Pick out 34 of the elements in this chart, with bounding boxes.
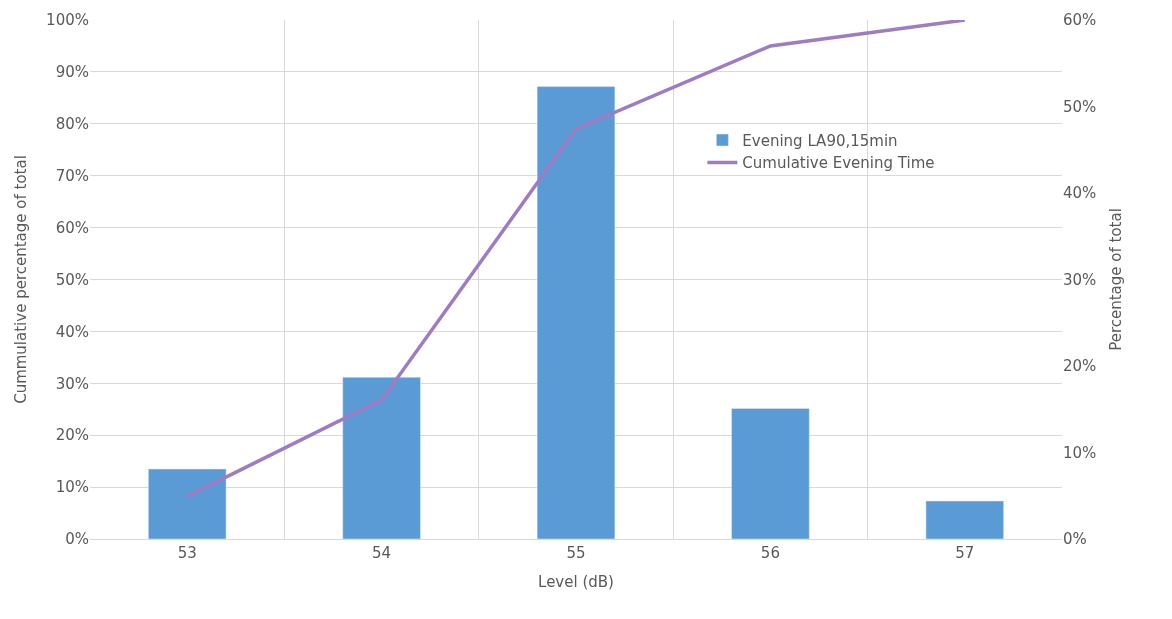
legend-label: Evening LA90,15min <box>742 131 898 150</box>
y-tick-label: 100% <box>46 11 89 30</box>
y-tick-label: 60% <box>55 218 89 237</box>
y-tick-label: 80% <box>55 115 89 134</box>
y-tick-label: 90% <box>55 63 89 82</box>
bar <box>342 377 421 539</box>
y-tick-label: 50% <box>55 270 89 289</box>
bar <box>925 500 1004 539</box>
x-tick-label: 57 <box>955 544 975 562</box>
bar <box>148 468 227 539</box>
x-axis-title: Level (dB) <box>538 573 614 591</box>
y2-tick-label: 60% <box>1063 11 1097 30</box>
y2-axis-title: Percentage of total <box>1107 208 1126 351</box>
y2-tick-label: 10% <box>1063 443 1097 462</box>
y2-tick-label: 40% <box>1063 184 1097 203</box>
y2-tick-label: 30% <box>1063 270 1097 289</box>
y2-tick-label: 0% <box>1063 530 1087 549</box>
y-axis-title: Cummulative percentage of total <box>12 155 31 404</box>
y2-tick-label: 20% <box>1063 357 1097 376</box>
x-tick-label: 55 <box>566 544 586 562</box>
y2-tick-label: 50% <box>1063 97 1097 116</box>
y-tick-label: 40% <box>55 322 89 341</box>
line-series <box>185 20 967 499</box>
y-tick-label: 30% <box>55 374 89 393</box>
y-tick-label: 10% <box>55 478 89 497</box>
y-tick-label: 0% <box>65 530 89 549</box>
x-tick-label: 54 <box>372 544 392 562</box>
x-tick-label: 53 <box>177 544 197 562</box>
x-tick-label: 56 <box>760 544 780 562</box>
y-tick-label: 20% <box>55 426 89 445</box>
y-tick-label: 70% <box>55 166 89 185</box>
legend-label: Cumulative Evening Time <box>742 154 935 173</box>
bar <box>731 408 810 539</box>
bar <box>536 86 616 539</box>
